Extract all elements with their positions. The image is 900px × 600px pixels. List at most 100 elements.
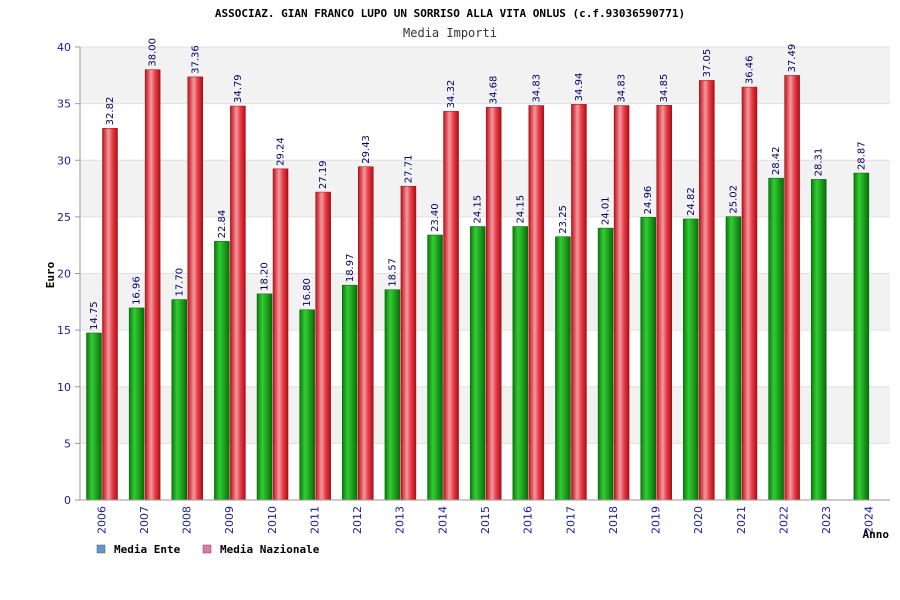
value-label-media-ente: 28.42	[771, 147, 782, 176]
value-label-media-nazionale: 34.85	[659, 74, 670, 103]
y-tick-label: 35	[57, 98, 71, 111]
bar-media-ente	[86, 332, 102, 501]
bar-media-nazionale	[272, 168, 289, 501]
legend: Media Ente Media Nazionale	[96, 543, 320, 556]
value-label-media-nazionale: 34.83	[531, 74, 542, 103]
value-label-media-ente: 18.57	[387, 258, 398, 287]
y-tick-label: 0	[64, 494, 71, 507]
x-axis: 2006 2007 2008 2009 2010 2011 2012 2013 2014 2015…	[80, 499, 890, 534]
x-tick-label: 2019	[650, 506, 663, 534]
y-axis: 0 5 10 15 20 25 30 35 40	[57, 41, 81, 507]
value-label-media-nazionale: 27.71	[403, 155, 414, 184]
bar-media-ente	[597, 227, 614, 501]
value-label-media-ente: 24.82	[686, 187, 697, 216]
y-tick-label: 15	[57, 324, 71, 337]
value-label-media-ente: 24.15	[515, 195, 526, 224]
value-label-media-nazionale: 29.43	[361, 135, 372, 164]
x-tick-label: 2022	[777, 506, 790, 534]
y-tick-label: 25	[57, 211, 71, 224]
bar-media-nazionale	[613, 105, 630, 501]
bar-media-nazionale	[315, 191, 331, 501]
bar-media-nazionale	[485, 106, 502, 501]
bar-media-nazionale	[102, 128, 118, 501]
chart-title: ASSOCIAZ. GIAN FRANCO LUPO UN SORRISO AL…	[215, 7, 685, 20]
x-tick-label: 2006	[95, 506, 108, 534]
value-label-media-ente: 16.80	[302, 278, 313, 307]
value-label-media-ente: 14.75	[89, 301, 100, 330]
value-label-media-nazionale: 27.19	[318, 160, 329, 189]
bar-media-nazionale	[699, 80, 715, 501]
bar-media-ente	[512, 226, 529, 501]
bar-media-ente	[683, 218, 699, 501]
bar-media-ente	[214, 241, 230, 501]
x-tick-label: 2012	[351, 506, 364, 534]
x-tick-label: 2013	[394, 506, 407, 534]
value-label-media-ente: 28.87	[856, 141, 867, 170]
x-tick-label: 2021	[735, 506, 748, 534]
value-label-media-nazionale: 34.83	[617, 74, 628, 103]
value-label-media-ente: 24.15	[473, 195, 484, 224]
value-label-media-ente: 17.70	[174, 268, 185, 297]
chart-subtitle: Media Importi	[403, 26, 497, 40]
legend-swatch	[96, 544, 106, 554]
value-label-media-nazionale: 29.24	[276, 137, 287, 166]
value-label-media-ente: 25.02	[728, 185, 739, 214]
x-tick-label: 2014	[436, 506, 449, 534]
x-tick-label: 2018	[607, 506, 620, 534]
legend-label: Media Nazionale	[220, 543, 320, 556]
y-tick-label: 5	[64, 437, 71, 450]
bar-media-nazionale	[358, 166, 374, 501]
value-label-media-ente: 23.40	[430, 203, 441, 232]
x-tick-label: 2010	[266, 506, 279, 534]
value-label-media-ente: 18.97	[345, 254, 356, 283]
value-label-media-nazionale: 36.46	[744, 55, 755, 84]
x-axis-label: Anno	[863, 528, 890, 541]
value-label-media-nazionale: 34.79	[233, 74, 244, 103]
value-label-media-nazionale: 37.49	[787, 44, 798, 73]
bar-media-ente	[555, 236, 571, 501]
bar-media-ente	[469, 226, 486, 501]
bar-media-ente	[853, 172, 870, 501]
bar-media-nazionale	[230, 105, 246, 501]
value-label-media-nazionale: 34.68	[489, 76, 500, 105]
bar-media-ente	[725, 216, 742, 501]
value-label-media-nazionale: 37.36	[190, 45, 201, 74]
value-label-media-ente: 28.31	[814, 148, 825, 177]
bar-media-ente	[256, 293, 273, 501]
x-tick-label: 2017	[564, 506, 577, 534]
x-tick-label: 2024	[863, 506, 876, 534]
value-label-media-nazionale: 34.94	[574, 73, 585, 102]
value-label-media-nazionale: 34.32	[446, 80, 457, 109]
y-tick-label: 20	[57, 268, 71, 281]
bar-media-nazionale	[784, 75, 800, 501]
bar-media-nazionale	[144, 69, 161, 501]
value-label-media-ente: 22.84	[217, 210, 228, 239]
x-tick-label: 2016	[522, 506, 535, 534]
bar-media-ente	[427, 234, 443, 501]
bar-media-nazionale	[400, 185, 417, 501]
bar-media-ente	[384, 289, 401, 501]
legend-label: Media Ente	[114, 543, 181, 556]
legend-swatch	[202, 544, 212, 554]
bar-media-nazionale	[656, 105, 672, 501]
bar-media-ente	[768, 177, 784, 501]
x-tick-label: 2020	[692, 506, 705, 534]
bar-media-nazionale	[443, 111, 459, 501]
value-label-media-nazionale: 32.82	[105, 97, 116, 126]
x-tick-label: 2008	[181, 506, 194, 534]
value-label-media-ente: 18.20	[260, 262, 271, 291]
y-tick-label: 10	[57, 381, 71, 394]
bar-media-ente	[342, 284, 358, 501]
bar-media-ente	[171, 299, 188, 501]
value-label-media-ente: 16.96	[132, 276, 143, 305]
value-label-media-nazionale: 37.05	[702, 49, 713, 78]
bar-media-ente	[128, 307, 145, 501]
x-tick-label: 2009	[223, 506, 236, 534]
bar-media-nazionale	[187, 76, 204, 501]
x-tick-label: 2023	[820, 506, 833, 534]
bar-media-ente	[810, 179, 827, 501]
value-label-media-ente: 24.96	[643, 186, 654, 215]
x-tick-label: 2011	[308, 506, 321, 534]
bar-media-nazionale	[571, 104, 587, 501]
